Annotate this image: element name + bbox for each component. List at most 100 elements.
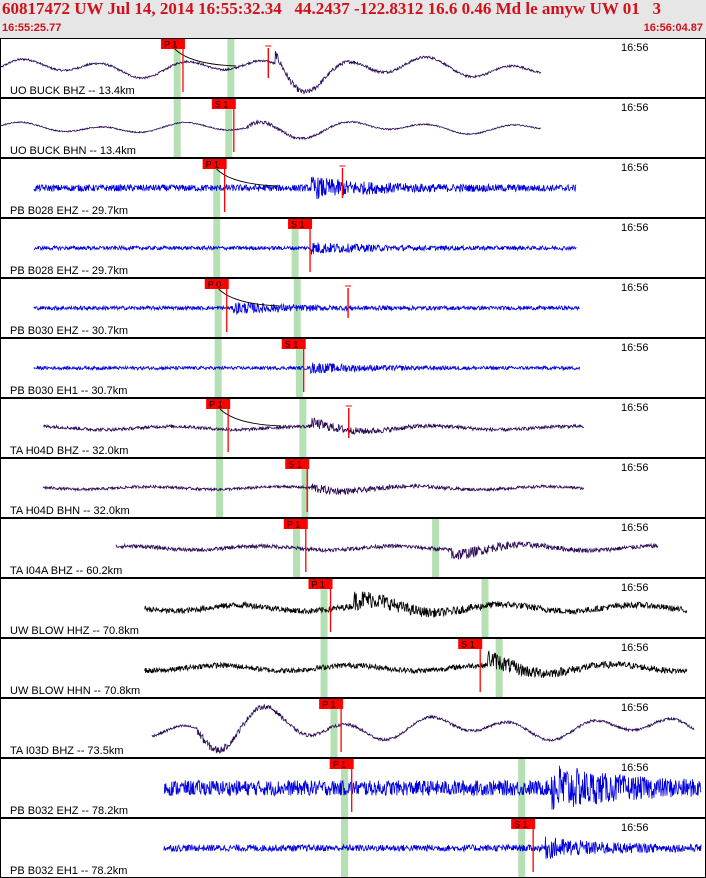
time-window-band [432, 519, 440, 577]
pick-flag [319, 699, 344, 709]
pick-label: P 1 [322, 700, 335, 710]
station-label: TA I03D BHZ -- 73.5km [10, 745, 124, 757]
time-window-band [320, 579, 328, 637]
pick-flag [458, 639, 483, 649]
waveform-trace [33, 176, 577, 200]
station-label: PB B028 EHZ -- 29.7km [10, 265, 128, 277]
waveform-trace [151, 703, 695, 754]
station-label: UW BLOW HHZ -- 70.8km [10, 625, 139, 637]
trace-panel: P 1 16:56 TA H04D BHZ -- 32.0km [0, 398, 706, 458]
time-window-band [481, 579, 489, 637]
panel-time-label: 16:56 [621, 282, 649, 294]
trace-panel: P 1 16:56 PB B032 EHZ -- 78.2km [0, 758, 706, 818]
pick-label: P 1 [209, 400, 222, 410]
trace-panel: S 1 16:56 TA H04D BHN -- 32.0km [0, 458, 706, 518]
pick-label: P 1 [164, 40, 177, 50]
waveform-trace [144, 650, 688, 678]
trace-panel: S 1 16:56 PB B030 EH1 -- 30.7km [0, 338, 706, 398]
pick-flag [283, 519, 308, 529]
panel-time-label: 16:56 [621, 222, 649, 234]
panel-time-label: 16:56 [621, 642, 649, 654]
pick-flag [160, 39, 185, 49]
trace-panel: P 1 16:56 TA I04A BHZ -- 60.2km [0, 518, 706, 578]
pick-flag [281, 339, 306, 349]
station-label: UO BUCK BHN -- 13.4km [10, 145, 136, 157]
waveform-trace [163, 836, 702, 859]
time-window-band [216, 459, 224, 517]
waveform-trace [0, 50, 542, 95]
pick-label: P 0 [208, 280, 221, 290]
pick-flag [511, 819, 536, 829]
seismogram-panels: P 1 16:56 UO BUCK BHZ -- 13.4km S 1 16:56 UO … [0, 38, 706, 878]
event-header: 60817472 UW Jul 14, 2014 16:55:32.34 44.… [0, 0, 706, 38]
panel-time-label: 16:56 [621, 42, 649, 54]
station-label: PB B028 EHZ -- 29.7km [10, 205, 128, 217]
panel-time-label: 16:56 [621, 762, 649, 774]
panel-time-label: 16:56 [621, 162, 649, 174]
window-start-time: 16:55:25.77 [2, 22, 62, 34]
time-window-band [225, 99, 233, 157]
waveform-trace [0, 119, 541, 141]
time-window-band [216, 399, 224, 457]
panel-time-label: 16:56 [621, 582, 649, 594]
pick-label: S 1 [285, 340, 299, 350]
time-window-band [299, 399, 307, 457]
station-label: TA H04D BHZ -- 32.0km [10, 445, 128, 457]
pick-label: S 1 [291, 220, 305, 230]
trace-panel: S 1 16:56 UW BLOW HHN -- 70.8km [0, 638, 706, 698]
pick-flag [288, 219, 313, 229]
pick-flag [308, 579, 333, 589]
waveform-trace [33, 242, 577, 255]
time-window-band [173, 99, 181, 157]
pick-flag [204, 279, 229, 289]
waveform-trace [163, 765, 702, 810]
trace-panel: P 0 16:56 PB B030 EHZ -- 30.7km [0, 278, 706, 338]
panel-time-label: 16:56 [621, 402, 649, 414]
pick-flag [202, 159, 227, 169]
time-window-band [330, 699, 338, 757]
station-label: PB B032 EHZ -- 78.2km [10, 805, 128, 817]
pick-flag [211, 99, 236, 109]
station-label: UW BLOW HHN -- 70.8km [10, 685, 140, 697]
waveform-trace [33, 302, 580, 315]
panel-time-label: 16:56 [621, 702, 649, 714]
station-label: PB B030 EHZ -- 30.7km [10, 325, 128, 337]
pick-flag [285, 459, 310, 469]
time-window-band [293, 519, 301, 577]
panel-time-label: 16:56 [621, 342, 649, 354]
pick-label: P 1 [312, 580, 325, 590]
trace-panel: P 1 16:56 PB B028 EHZ -- 29.7km [0, 158, 706, 218]
pick-label: S 1 [215, 100, 229, 110]
waveform-trace [115, 540, 659, 560]
time-window-band [173, 39, 181, 97]
waveform-trace [144, 591, 688, 618]
pick-label: P 1 [287, 520, 300, 530]
pick-label: S 1 [514, 820, 528, 830]
panel-time-label: 16:56 [621, 522, 649, 534]
station-label: UO BUCK BHZ -- 13.4km [10, 85, 135, 97]
pick-flag [206, 399, 231, 409]
trace-panel: P 1 16:56 TA I03D BHZ -- 73.5km [0, 698, 706, 758]
pick-label: S 1 [288, 460, 302, 470]
window-end-time: 16:56:04.87 [643, 22, 703, 34]
trace-panel: P 1 16:56 UO BUCK BHZ -- 13.4km [0, 38, 706, 98]
event-title: 60817472 UW Jul 14, 2014 16:55:32.34 44.… [2, 0, 662, 18]
trace-panel: S 1 16:56 PB B032 EH1 -- 78.2km [0, 818, 706, 878]
panel-time-label: 16:56 [621, 822, 649, 834]
trace-panel: S 1 16:56 PB B028 EHZ -- 29.7km [0, 218, 706, 278]
trace-panel: P 1 16:56 UW BLOW HHZ -- 70.8km [0, 578, 706, 638]
station-label: PB B030 EH1 -- 30.7km [10, 385, 127, 397]
pick-label: S 1 [461, 640, 475, 650]
pick-label: P 1 [206, 160, 219, 170]
panel-time-label: 16:56 [621, 462, 649, 474]
station-label: TA I04A BHZ -- 60.2km [10, 565, 122, 577]
panel-time-label: 16:56 [621, 102, 649, 114]
waveform-trace [43, 417, 585, 435]
time-window-band [227, 39, 235, 97]
waveform-trace [33, 362, 580, 375]
trace-panel: S 1 16:56 UO BUCK BHN -- 13.4km [0, 98, 706, 158]
waveform-trace [42, 483, 585, 496]
pick-label: P 1 [333, 760, 346, 770]
pick-flag [329, 759, 354, 769]
station-label: PB B032 EH1 -- 78.2km [10, 865, 127, 877]
